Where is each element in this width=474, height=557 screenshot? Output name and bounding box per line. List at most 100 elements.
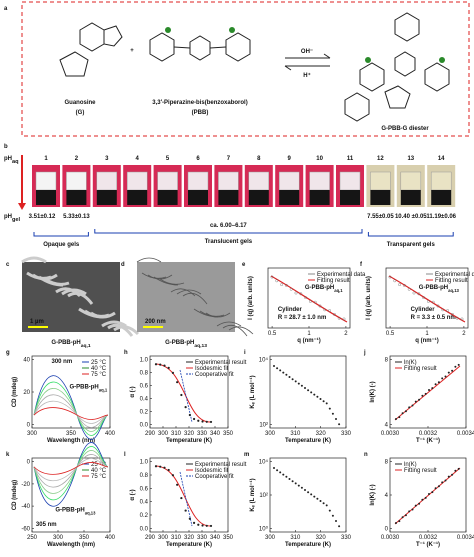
scatter-point <box>401 412 404 415</box>
x-axis-title: q (nm⁻¹) <box>297 337 321 344</box>
scatter-point <box>421 394 424 397</box>
scatter-point <box>325 504 328 507</box>
x-axis-title: Temperature (K) <box>285 542 331 548</box>
ph-gel-label: pHgel <box>4 214 21 223</box>
vial-gel <box>187 171 209 191</box>
y-tick-label: 0.2 <box>140 513 149 519</box>
panel-label: h <box>124 350 128 356</box>
scatter-point <box>318 304 322 308</box>
scatter-point <box>276 367 279 370</box>
x-tick-label: 330 <box>341 431 352 437</box>
guanine-ring <box>103 25 123 47</box>
annotation-sub: aq,1 <box>99 387 108 392</box>
benzene-ring <box>149 32 175 62</box>
panel-a-frame <box>21 1 470 137</box>
vial-cap <box>127 190 148 205</box>
scatter-point <box>176 483 179 486</box>
boron <box>229 27 235 33</box>
scatter-point <box>282 371 285 374</box>
scatter-point <box>328 407 331 410</box>
fiber <box>182 292 208 305</box>
x-tick-label: 0.0032 <box>419 431 438 437</box>
ph-gel-value: ca. 6.00–6.17 <box>210 223 247 229</box>
scatter-point <box>395 418 397 420</box>
group-bracket <box>33 232 89 237</box>
caption-main: G-PBB-pH <box>51 340 80 346</box>
annotation-main: R = 28.7 ± 1.0 nm <box>278 315 326 321</box>
scatter-point <box>451 473 454 476</box>
scatter-point <box>291 378 294 381</box>
scatter-point <box>424 496 427 499</box>
scatter-point <box>307 389 310 392</box>
scale-label: 200 nm <box>145 319 166 325</box>
scatter-point <box>441 377 444 380</box>
x-tick-label: 0.0030 <box>381 535 400 541</box>
scatter-point <box>273 365 275 367</box>
ph-aq-value: 6 <box>196 156 200 162</box>
scatter-point <box>279 471 282 474</box>
benzene-ring <box>424 62 450 92</box>
ph-aq-value: 5 <box>166 156 170 162</box>
scatter-point <box>284 283 288 287</box>
scatter-point <box>197 419 200 422</box>
scatter-point <box>414 400 417 403</box>
scatter-point <box>163 466 166 469</box>
scatter-point <box>288 478 291 480</box>
x-tick-label: 300 <box>158 535 169 541</box>
scatter-point <box>457 363 460 366</box>
y-axis-title: I (q) (arb. units) <box>248 276 254 320</box>
x-tick-label: 0.0034 <box>457 431 474 437</box>
scatter-point <box>454 469 457 472</box>
x-tick-label: 2 <box>344 331 348 337</box>
y-axis-title: α (-) <box>130 386 136 397</box>
y-axis-title: Kₑ (L mol⁻¹) <box>249 478 256 511</box>
legend-label: Experimental data <box>435 272 474 278</box>
scatter-point <box>338 423 341 426</box>
ph-gel-value: 7.55±0.05 <box>367 214 394 220</box>
ph-aq-value: 8 <box>257 156 261 162</box>
panel-label: b <box>4 144 8 150</box>
legend-label: Experimental result <box>195 360 247 366</box>
x-tick-label: 1 <box>425 331 429 337</box>
ph-aq-label-main: pH <box>4 156 12 162</box>
boron <box>165 27 171 33</box>
ph-arrow-head <box>18 203 26 210</box>
scatter-point <box>176 381 179 384</box>
piperazine-ring <box>394 51 416 77</box>
cd-curve <box>33 394 109 428</box>
scatter-point <box>444 375 447 378</box>
scatter-point <box>297 382 300 385</box>
fit <box>179 471 193 527</box>
scatter-point <box>428 493 430 495</box>
fit <box>394 467 461 525</box>
fiber <box>222 324 248 337</box>
fiber <box>228 326 254 335</box>
annotation: G-PBB-pHaq,13 <box>55 507 96 515</box>
fiber <box>101 320 127 328</box>
scatter-point <box>308 299 312 303</box>
vial-cap <box>218 190 239 205</box>
y-tick-label: 0.6 <box>140 486 149 492</box>
vial-gel <box>339 171 361 191</box>
legend-label: Experimental data <box>317 272 366 278</box>
scatter-point <box>411 404 414 407</box>
scatter-point <box>294 482 297 485</box>
ph-gel-value: 3.51±0.12 <box>29 214 56 220</box>
fiber <box>193 308 219 318</box>
scatter-point <box>331 514 334 517</box>
scatter-point <box>209 420 213 424</box>
scatter-point <box>184 405 187 409</box>
ph-aq-value: 10 <box>316 156 323 162</box>
y-axis-title: I (q) (arb. units) <box>366 276 372 320</box>
annotation: 300 nm <box>52 359 73 365</box>
vial-cap <box>370 190 391 205</box>
scatter-point <box>441 481 444 484</box>
scatter-point <box>270 275 274 279</box>
y-tick-label: -20 <box>21 482 30 488</box>
x-tick-label: 300 <box>53 535 64 541</box>
scatter-point <box>291 480 294 483</box>
y-tick-label: 0.4 <box>140 500 149 506</box>
guanine-ring <box>394 12 420 42</box>
scatter-point <box>414 504 417 507</box>
